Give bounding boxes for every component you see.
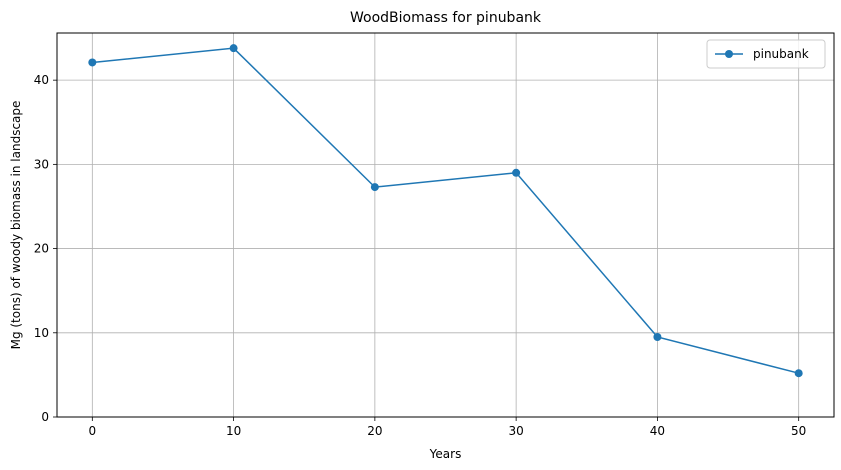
series-layer <box>88 44 803 378</box>
data-point <box>370 183 379 192</box>
data-point <box>512 168 521 177</box>
legend-marker <box>725 50 733 58</box>
series-line-pinubank <box>92 47 799 374</box>
legend-box <box>706 39 826 69</box>
y-tick-label: 20 <box>34 242 49 256</box>
plot-frame <box>56 32 835 418</box>
data-point <box>88 58 97 67</box>
legend-label: pinubank <box>753 47 809 61</box>
x-axis-label: Years <box>429 447 462 461</box>
y-tick-label: 30 <box>34 157 49 171</box>
y-tick-label: 10 <box>34 326 49 340</box>
data-point <box>229 44 238 53</box>
x-tick-label: 10 <box>226 424 241 438</box>
x-tick-label: 20 <box>367 424 382 438</box>
chart-title: WoodBiomass for pinubank <box>350 10 542 26</box>
axis-ticks: 0 10 20 30 40 50 0 10 20 30 40 <box>34 73 807 438</box>
x-tick-label: 30 <box>508 424 523 438</box>
data-point <box>653 333 662 341</box>
legend: pinubank <box>706 39 826 69</box>
x-tick-label: 40 <box>650 424 665 438</box>
grid-lines <box>57 33 834 418</box>
y-tick-label: 40 <box>34 73 49 87</box>
x-tick-label: 50 <box>791 424 806 438</box>
x-tick-label: 0 <box>88 424 96 438</box>
y-axis-label: Mg (tons) of woody biomass in landscape <box>9 101 23 350</box>
data-point <box>794 369 803 378</box>
y-tick-label: 0 <box>41 410 49 424</box>
